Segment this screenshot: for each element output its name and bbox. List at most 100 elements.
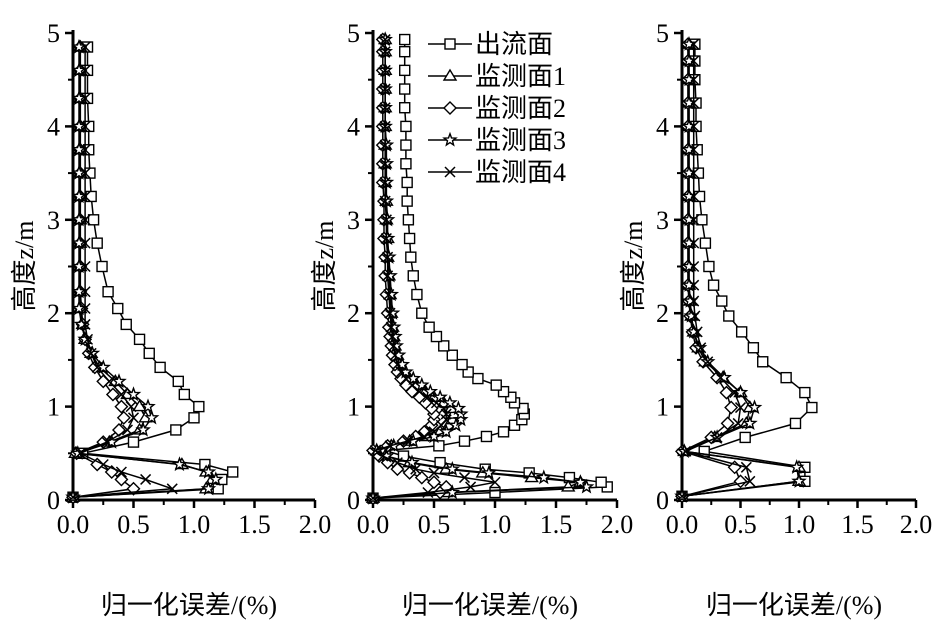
data-point-diamond <box>427 475 441 490</box>
data-point-x <box>380 214 392 226</box>
x-tick-label: 0.0 <box>666 510 699 539</box>
y-tick-label: 2 <box>47 299 60 328</box>
data-point-x <box>702 356 714 368</box>
data-point-star <box>111 373 127 389</box>
data-point-square <box>739 431 751 444</box>
x-axis-label: 归一化误差/(%) <box>402 591 578 620</box>
legend-marker-square <box>444 38 456 50</box>
data-point-x <box>379 102 391 114</box>
data-point-x <box>97 458 109 471</box>
data-point-square <box>112 302 124 315</box>
data-point-square <box>806 401 818 414</box>
series-line <box>72 47 173 498</box>
data-point-x <box>379 64 391 76</box>
data-point-square <box>399 33 411 46</box>
data-point-x <box>688 214 700 226</box>
y-tick-label: 1 <box>656 393 669 422</box>
data-point-star <box>143 409 160 425</box>
panel-1: 0.0 0.5 1.0 1.5 2.0 0 1 2 3 4 5 高度z/m 归一化误差/(%) <box>10 19 331 620</box>
data-point-x <box>391 359 403 371</box>
data-point-x <box>79 190 91 202</box>
data-point-star <box>394 356 411 372</box>
data-point-diamond <box>105 387 120 402</box>
y-tick-label: 5 <box>347 19 360 48</box>
data-point-x <box>688 295 700 307</box>
series-line <box>72 47 235 498</box>
data-point-star <box>481 464 497 480</box>
data-point-x <box>79 120 91 132</box>
data-point-x <box>369 444 381 457</box>
data-point-diamond <box>116 410 131 425</box>
data-point-x <box>744 475 756 487</box>
data-point-x <box>395 366 407 378</box>
data-point-square <box>87 214 100 226</box>
data-point-x <box>81 333 94 345</box>
data-point-square <box>423 321 435 333</box>
data-point-square <box>757 356 769 368</box>
data-point-square <box>178 388 191 401</box>
x-tick-label: 0.0 <box>357 510 390 539</box>
y-tick-label: 4 <box>347 112 360 141</box>
data-point-star <box>200 480 217 496</box>
data-point-square <box>458 435 471 447</box>
series-4 <box>65 38 224 504</box>
data-point-star <box>208 471 224 487</box>
data-point-square <box>462 366 474 378</box>
data-point-square <box>401 176 413 189</box>
data-point-square <box>399 64 411 77</box>
data-point-x <box>428 467 440 479</box>
data-point-square <box>400 120 412 133</box>
series-1 <box>67 41 239 503</box>
data-point-square <box>407 270 419 282</box>
data-point-square <box>416 307 428 319</box>
data-point-x <box>688 120 700 132</box>
data-point-x <box>422 486 434 499</box>
data-point-x <box>440 408 452 420</box>
data-point-x <box>688 97 700 109</box>
data-point-x <box>729 387 741 399</box>
data-point-square <box>433 440 445 452</box>
data-point-star <box>140 398 156 414</box>
data-point-x <box>391 457 403 469</box>
data-point-diamond <box>720 416 735 431</box>
data-point-square <box>489 486 501 499</box>
data-point-square <box>707 279 720 291</box>
data-point-square <box>789 417 802 430</box>
data-point-x <box>695 342 707 354</box>
data-point-square <box>127 436 140 448</box>
panel-2: 0.0 0.5 1.0 1.5 2.0 0 1 2 3 4 5 高度z/m 归一化误差/(%) <box>310 19 633 620</box>
data-point-square <box>102 286 114 298</box>
legend-label: 监测面1 <box>475 62 566 91</box>
data-point-x <box>140 473 152 485</box>
legend-label: 监测面3 <box>475 126 566 155</box>
data-point-x <box>422 391 434 403</box>
data-point-square <box>497 385 510 398</box>
x-tick-label: 1.5 <box>540 510 573 539</box>
data-point-x <box>688 167 700 179</box>
data-point-square <box>188 412 200 424</box>
data-point-x <box>383 288 395 301</box>
data-point-square <box>170 424 182 436</box>
y-tick-label: 5 <box>656 19 669 48</box>
data-point-square <box>438 340 450 352</box>
data-point-square <box>120 318 132 331</box>
data-point-square <box>172 375 184 388</box>
data-point-x <box>103 375 115 387</box>
data-point-star <box>171 456 188 472</box>
data-point-x <box>732 417 744 429</box>
x-axis-label: 归一化误差/(%) <box>706 591 882 620</box>
data-point-x <box>79 286 91 298</box>
data-point-diamond <box>724 400 739 415</box>
x-tick-label: 2.0 <box>601 510 634 539</box>
data-point-star <box>398 363 414 379</box>
panel-3: 0.0 0.5 1.0 1.5 2.0 0 1 2 3 4 5 高度z/m 归一化误差/(%) <box>619 19 932 620</box>
x-tick-label: 0.5 <box>724 510 757 539</box>
data-point-x <box>688 237 700 249</box>
data-point-square <box>143 347 155 360</box>
legend-label: 出流面 <box>475 30 553 59</box>
data-point-star <box>444 460 461 476</box>
data-point-square <box>780 371 792 384</box>
data-point-square <box>402 214 415 226</box>
data-point-star <box>791 473 807 488</box>
